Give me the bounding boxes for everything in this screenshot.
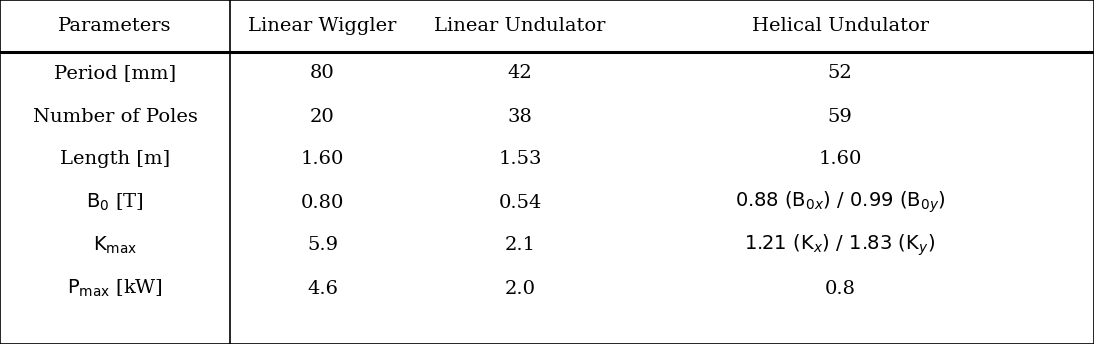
Text: 2.1: 2.1 bbox=[504, 237, 535, 255]
Text: 52: 52 bbox=[828, 65, 852, 83]
Text: 0.8: 0.8 bbox=[825, 279, 856, 298]
Text: Linear Wiggler: Linear Wiggler bbox=[248, 17, 397, 35]
Text: 5.9: 5.9 bbox=[307, 237, 338, 255]
Text: 2.0: 2.0 bbox=[504, 279, 535, 298]
Text: 1.53: 1.53 bbox=[498, 151, 542, 169]
Text: 4.6: 4.6 bbox=[307, 279, 338, 298]
Text: 1.60: 1.60 bbox=[301, 151, 345, 169]
Text: Linear Undulator: Linear Undulator bbox=[434, 17, 606, 35]
Text: 42: 42 bbox=[508, 65, 533, 83]
Text: $\mathrm{K}_{\mathrm{max}}$: $\mathrm{K}_{\mathrm{max}}$ bbox=[93, 235, 137, 256]
Text: 20: 20 bbox=[310, 107, 335, 126]
Text: Number of Poles: Number of Poles bbox=[33, 107, 197, 126]
Text: Parameters: Parameters bbox=[58, 17, 172, 35]
Text: 38: 38 bbox=[508, 107, 533, 126]
Text: Length [m]: Length [m] bbox=[60, 151, 170, 169]
Text: 0.54: 0.54 bbox=[498, 193, 542, 212]
Text: $1.21\ (\mathrm{K}_x)\ /\ 1.83\ (\mathrm{K}_y)$: $1.21\ (\mathrm{K}_x)\ /\ 1.83\ (\mathrm… bbox=[744, 233, 935, 258]
Text: $\mathrm{P}_{\mathrm{max}}$ [kW]: $\mathrm{P}_{\mathrm{max}}$ [kW] bbox=[67, 278, 163, 299]
Text: 59: 59 bbox=[827, 107, 852, 126]
Text: 80: 80 bbox=[310, 65, 335, 83]
Text: $\mathrm{B}_0$ [T]: $\mathrm{B}_0$ [T] bbox=[86, 192, 143, 213]
Text: 0.80: 0.80 bbox=[301, 193, 345, 212]
Text: Period [mm]: Period [mm] bbox=[54, 65, 176, 83]
Text: 1.60: 1.60 bbox=[818, 151, 862, 169]
Text: $0.88\ (\mathrm{B}_{0x})\ /\ 0.99\ (\mathrm{B}_{0y})$: $0.88\ (\mathrm{B}_{0x})\ /\ 0.99\ (\mat… bbox=[734, 190, 945, 215]
Text: Helical Undulator: Helical Undulator bbox=[752, 17, 929, 35]
